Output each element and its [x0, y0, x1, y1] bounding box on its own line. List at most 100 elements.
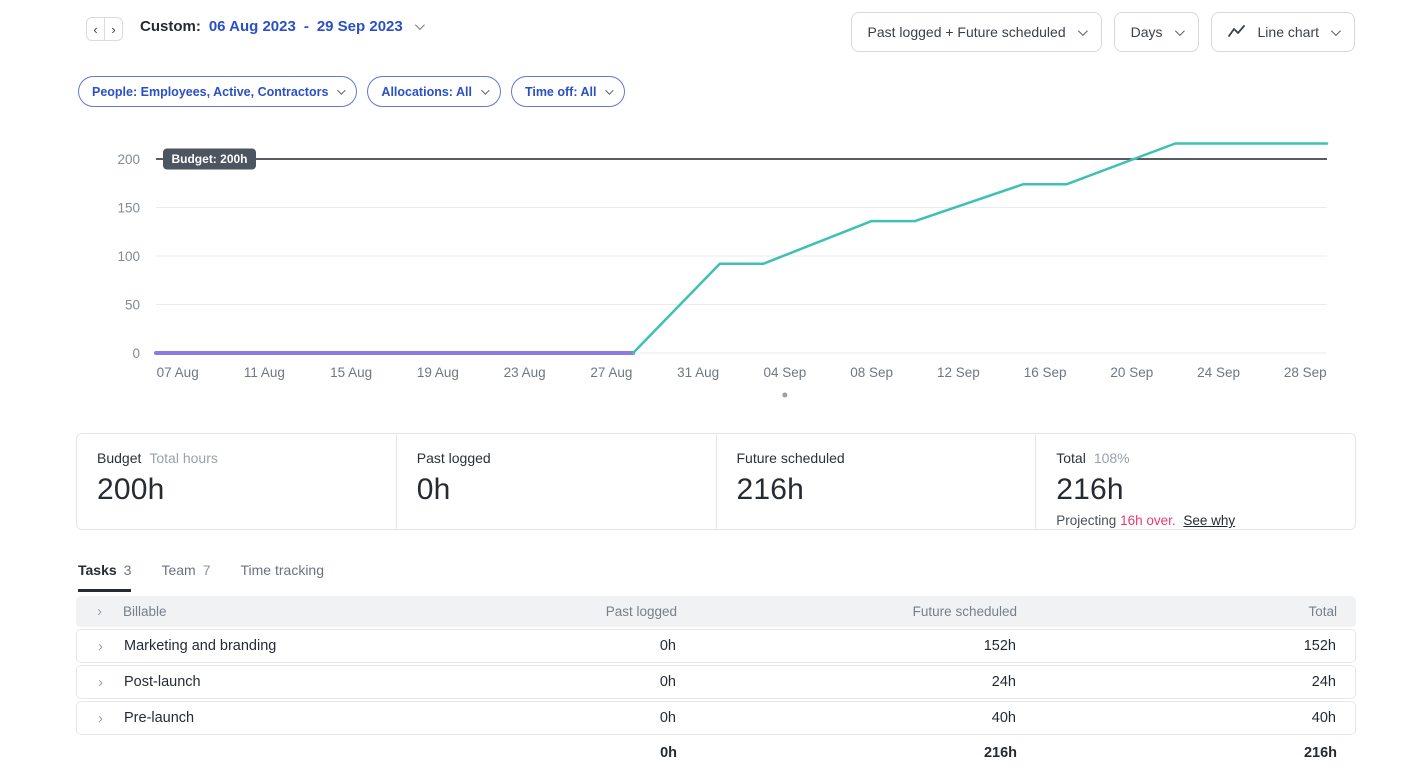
svg-text:150: 150 [117, 201, 140, 216]
task-total: 152h [1303, 638, 1336, 654]
date-range-control[interactable]: Custom: 06 Aug 2023 - 29 Sep 2023 [140, 18, 425, 35]
task-name: Pre-launch [124, 710, 195, 726]
tab-time-tracking[interactable]: Time tracking [241, 562, 325, 592]
table-row-marketing-and-branding[interactable]: › Marketing and branding 0h 152h 152h [76, 629, 1356, 663]
tab-tasks-label: Tasks [78, 562, 117, 578]
column-billable: Billable [123, 604, 167, 619]
svg-text:15 Aug: 15 Aug [330, 365, 372, 380]
tab-team[interactable]: Team 7 [161, 562, 210, 592]
future-scheduled-card-label: Future scheduled [736, 450, 845, 466]
svg-text:27 Aug: 27 Aug [590, 365, 632, 380]
total-card-label: Total [1056, 450, 1086, 466]
filter-bar: People: Employees, Active, Contractors A… [78, 76, 626, 107]
table-row-post-launch[interactable]: › Post-launch 0h 24h 24h [76, 665, 1356, 699]
task-total: 40h [1311, 710, 1336, 726]
past-logged-card-value: 0h [416, 473, 451, 506]
task-past-logged: 0h [659, 710, 676, 726]
tab-time-tracking-label: Time tracking [240, 562, 325, 578]
svg-text:16 Sep: 16 Sep [1024, 365, 1067, 380]
budget-burnup-chart: 0 50 100 150 200 Budget: 200h 07 Aug 11 Aug 15 A… [117, 142, 1329, 398]
range-start-date: 06 Aug 2023 [208, 18, 296, 35]
past-logged-card: Past logged 0h [397, 434, 717, 529]
task-future-scheduled: 24h [991, 674, 1016, 690]
allocations-filter-label: Allocations: All [381, 84, 472, 99]
total-card-value: 216h [1056, 473, 1124, 506]
range-end-date: 29 Sep 2023 [316, 18, 403, 35]
chevron-down-icon [337, 85, 347, 95]
projection-note: Projecting 16h over. See why [1056, 513, 1335, 528]
svg-text:08 Sep: 08 Sep [850, 365, 893, 380]
people-filter-pill[interactable]: People: Employees, Active, Contractors [78, 76, 358, 107]
task-total: 24h [1311, 674, 1336, 690]
column-future-scheduled: Future scheduled [912, 604, 1017, 619]
people-filter-label: People: Employees, Active, Contractors [92, 84, 329, 99]
chevron-down-icon [414, 20, 425, 31]
chart-type-dropdown[interactable]: Line chart [1210, 12, 1355, 52]
data-mode-label: Past logged + Future scheduled [867, 24, 1066, 40]
task-name: Marketing and branding [124, 638, 277, 654]
expand-all-icon[interactable]: › [97, 603, 102, 620]
granularity-label: Days [1130, 24, 1163, 40]
allocations-filter-pill[interactable]: Allocations: All [367, 76, 501, 107]
expand-row-icon[interactable]: › [98, 637, 103, 655]
task-name: Post-launch [124, 674, 201, 690]
future-scheduled-card-value: 216h [736, 473, 805, 506]
projection-over-amount: 16h over. [1120, 513, 1176, 528]
future-scheduled-card: Future scheduled 216h [717, 434, 1037, 529]
svg-text:11 Aug: 11 Aug [244, 365, 285, 380]
svg-text:50: 50 [125, 298, 140, 313]
summary-cards: Budget Total hours 200h Past logged 0h Fu… [76, 433, 1356, 530]
next-period-button[interactable]: › [111, 21, 116, 37]
svg-text:31 Aug: 31 Aug [677, 365, 719, 380]
timeoff-filter-label: Time off: All [524, 84, 597, 99]
total-card-percent: 108% [1093, 450, 1130, 466]
table-header-row: › Billable Past logged Future scheduled … [76, 596, 1356, 627]
chevron-down-icon [605, 85, 615, 95]
tab-tasks[interactable]: Tasks 3 [78, 562, 132, 592]
past-logged-card-label: Past logged [416, 450, 491, 466]
expand-row-icon[interactable]: › [98, 673, 103, 691]
svg-text:28 Sep: 28 Sep [1284, 365, 1327, 380]
column-total: Total [1308, 604, 1337, 619]
svg-text:04 Sep: 04 Sep [763, 365, 806, 380]
svg-text:19 Aug: 19 Aug [417, 365, 459, 380]
chevron-down-icon [481, 85, 490, 95]
totals-past-logged: 0h [660, 745, 677, 761]
column-past-logged: Past logged [605, 604, 677, 619]
chevron-down-icon [1174, 25, 1185, 36]
svg-text:12 Sep: 12 Sep [937, 365, 980, 380]
svg-text:100: 100 [117, 249, 140, 264]
totals-future-scheduled: 216h [983, 745, 1017, 761]
date-nav: ‹ › [86, 17, 123, 41]
data-mode-dropdown[interactable]: Past logged + Future scheduled [850, 12, 1102, 52]
total-card: Total 108% 216h Projecting 16h over. See … [1036, 434, 1355, 529]
task-future-scheduled: 40h [991, 710, 1016, 726]
svg-text:24 Sep: 24 Sep [1197, 365, 1240, 380]
task-past-logged: 0h [659, 638, 676, 654]
detail-tabs: Tasks 3 Team 7 Time tracking [78, 562, 324, 592]
svg-text:20 Sep: 20 Sep [1110, 365, 1153, 380]
tasks-table: › Billable Past logged Future scheduled … [76, 596, 1356, 769]
budget-card: Budget Total hours 200h [77, 434, 397, 529]
budget-card-sublabel: Total hours [149, 450, 218, 466]
budget-card-label: Budget [97, 450, 142, 466]
chart-type-label: Line chart [1257, 24, 1319, 40]
see-why-link[interactable]: See why [1183, 513, 1236, 528]
range-label: Custom: [140, 18, 201, 35]
table-row-pre-launch[interactable]: › Pre-launch 0h 40h 40h [76, 701, 1356, 735]
tab-tasks-count: 3 [123, 562, 132, 578]
chart-controls: Past logged + Future scheduled Days Line… [850, 12, 1355, 52]
svg-text:07 Aug: 07 Aug [157, 365, 199, 380]
expand-row-icon[interactable]: › [98, 709, 103, 727]
svg-text:23 Aug: 23 Aug [504, 365, 546, 380]
chevron-down-icon [1330, 25, 1341, 36]
range-dash: - [303, 18, 309, 35]
timeoff-filter-pill[interactable]: Time off: All [510, 76, 626, 107]
projection-note-prefix: Projecting [1056, 513, 1117, 528]
svg-text:200: 200 [117, 152, 140, 167]
task-future-scheduled: 152h [983, 638, 1016, 654]
granularity-dropdown[interactable]: Days [1113, 12, 1199, 52]
prev-period-button[interactable]: ‹ [87, 18, 105, 40]
table-body: › Marketing and branding 0h 152h 152h › … [76, 629, 1356, 735]
table-totals-row: 0h 216h 216h [76, 737, 1356, 769]
